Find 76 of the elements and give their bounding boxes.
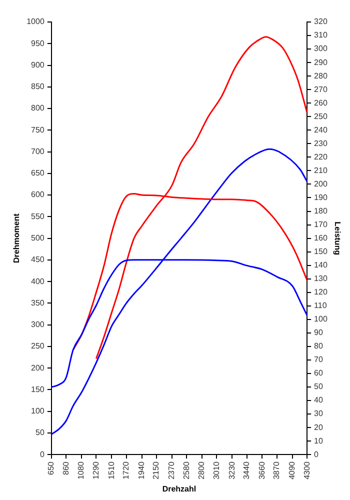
y-tick-label: 200 bbox=[31, 363, 45, 372]
x-tick-label: 3440 bbox=[242, 461, 252, 480]
y2-tick-label: 60 bbox=[314, 368, 324, 378]
y2-tick-label: 50 bbox=[314, 382, 324, 392]
y2-tick-label: 180 bbox=[314, 206, 328, 216]
y2-tick-label: 0 bbox=[314, 450, 320, 459]
x-tick-label: 2800 bbox=[197, 461, 206, 480]
y-tick-label: 450 bbox=[31, 255, 45, 264]
x-tick-label: 1940 bbox=[136, 461, 146, 480]
y-tick-label: 650 bbox=[31, 168, 45, 178]
y-tick-label: 50 bbox=[35, 428, 45, 438]
y2-tick-label: 100 bbox=[314, 314, 328, 324]
y2-tick-label: 110 bbox=[314, 301, 328, 310]
y-tick-label: 250 bbox=[31, 342, 45, 351]
x-tick-label: 1080 bbox=[76, 461, 86, 480]
y-tick-label: 850 bbox=[31, 82, 45, 92]
line-series bbox=[51, 148, 308, 436]
y2-tick-label: 10 bbox=[314, 436, 324, 446]
x-tick-label: 650 bbox=[46, 461, 56, 475]
y2-tick-label: 250 bbox=[314, 112, 328, 121]
y2-tick-label: 240 bbox=[314, 125, 328, 134]
y-tick-label: 800 bbox=[31, 104, 45, 113]
x-tick-label: 3870 bbox=[272, 461, 282, 480]
y2-tick-label: 70 bbox=[314, 355, 324, 364]
y2-tick-label: 210 bbox=[314, 166, 328, 175]
y2-tick-label: 300 bbox=[314, 44, 328, 54]
y2-tick-label: 30 bbox=[314, 409, 324, 418]
y2-axis-title: Leistung bbox=[332, 222, 342, 256]
y-tick-label: 150 bbox=[31, 384, 45, 394]
y-tick-label: 750 bbox=[31, 125, 45, 134]
y2-tick-label: 120 bbox=[314, 288, 328, 297]
y2-tick-label: 20 bbox=[314, 422, 324, 432]
y-tick-label: 600 bbox=[31, 190, 45, 200]
x-tick-label: 2370 bbox=[167, 461, 176, 480]
y2-tick-label: 160 bbox=[314, 234, 328, 243]
y-tick-label: 100 bbox=[31, 406, 45, 416]
y2-tick-label: 280 bbox=[314, 71, 328, 80]
y-axis-title: Drehmoment bbox=[12, 213, 22, 263]
x-tick-label: 1290 bbox=[91, 461, 100, 480]
y-tick-label: 500 bbox=[31, 234, 45, 243]
y2-tick-label: 230 bbox=[314, 138, 328, 148]
y2-tick-label: 260 bbox=[314, 98, 328, 108]
y2-tick-label: 320 bbox=[314, 17, 328, 26]
y-tick-label: 950 bbox=[31, 38, 45, 48]
x-tick-label: 3660 bbox=[257, 461, 266, 480]
y2-tick-label: 130 bbox=[314, 274, 328, 284]
y2-tick-label: 290 bbox=[314, 58, 328, 67]
x-tick-label: 2580 bbox=[182, 461, 191, 480]
x-tick-label: 1720 bbox=[122, 461, 131, 480]
y-tick-label: 350 bbox=[31, 298, 45, 308]
y2-tick-label: 220 bbox=[314, 152, 328, 162]
x-tick-label: 2150 bbox=[152, 461, 161, 480]
y-tick-label: 900 bbox=[31, 60, 45, 70]
x-axis-title: Drehzahl bbox=[162, 484, 196, 494]
x-tick-label: 3010 bbox=[212, 461, 221, 480]
x-tick-label: 3230 bbox=[227, 461, 236, 480]
y2-tick-label: 140 bbox=[314, 260, 328, 270]
y2-tick-label: 150 bbox=[314, 247, 328, 256]
y-tick-label: 700 bbox=[31, 146, 45, 156]
y2-tick-label: 90 bbox=[314, 328, 324, 338]
y2-tick-label: 40 bbox=[314, 396, 324, 405]
y-tick-label: 300 bbox=[31, 320, 45, 330]
y2-tick-label: 170 bbox=[314, 220, 328, 229]
x-tick-label: 4300 bbox=[302, 461, 312, 480]
y2-tick-label: 80 bbox=[314, 342, 324, 351]
y2-tick-label: 310 bbox=[314, 30, 328, 40]
x-tick-label: 860 bbox=[61, 461, 70, 475]
y-tick-label: 550 bbox=[31, 212, 45, 221]
y-tick-label: 400 bbox=[31, 276, 45, 286]
y-tick-label: 1000 bbox=[26, 17, 45, 26]
x-tick-label: 1510 bbox=[106, 461, 116, 480]
y-tick-label: 0 bbox=[40, 450, 45, 459]
y2-tick-label: 190 bbox=[314, 192, 328, 202]
y2-tick-label: 270 bbox=[314, 84, 328, 94]
y2-tick-label: 200 bbox=[314, 179, 328, 188]
x-tick-label: 4090 bbox=[288, 461, 297, 480]
